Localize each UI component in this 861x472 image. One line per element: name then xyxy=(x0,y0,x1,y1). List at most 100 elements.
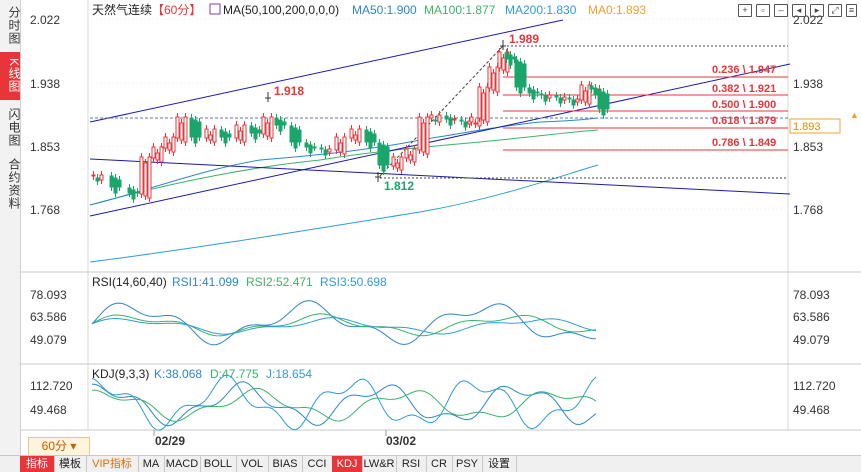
indicator-tab-bias[interactable]: BIAS xyxy=(268,456,303,472)
candle-body xyxy=(512,56,517,60)
last-price-box xyxy=(789,118,841,134)
kdj-d-line xyxy=(91,387,597,422)
candle-body xyxy=(459,119,464,122)
candle-body xyxy=(597,89,602,110)
candle-body xyxy=(189,117,194,138)
tab-kline[interactable]: K线图 xyxy=(0,52,21,100)
candle-body xyxy=(238,130,243,141)
candle-body xyxy=(364,129,369,143)
period-tag: 【60分】 xyxy=(152,3,201,17)
indicator-tab-ma[interactable]: MA xyxy=(138,456,165,472)
left-tick-2: 1.938 xyxy=(30,77,60,91)
kdj-k-value: K:38.068 xyxy=(154,367,202,381)
indicator-tab-boll[interactable]: BOLL xyxy=(200,456,237,472)
candle-body xyxy=(127,187,132,194)
period-selector[interactable]: 60分 ▾ xyxy=(28,437,90,456)
ma50-line xyxy=(89,117,599,206)
candle-body xyxy=(282,121,287,126)
candle-body xyxy=(531,89,536,100)
indicator-tab-bar: 指标 模板 VIP指标 MA MACD BOLL VOL BIAS CCI KDJ LW&R RSI C… xyxy=(0,455,861,472)
candle-body xyxy=(554,95,559,98)
indicator-tab--[interactable]: 指标 xyxy=(20,456,55,472)
candle-body xyxy=(535,91,540,94)
candle-body xyxy=(117,179,122,188)
candle-body xyxy=(491,72,496,91)
indicator-tab-macd[interactable]: MACD xyxy=(164,456,201,472)
candle-body xyxy=(558,97,563,104)
tab-contract-info[interactable]: 合约资料 xyxy=(7,158,21,210)
kline-chart[interactable]: 1.989 1.918 1.812 0.236 \ 1.947 0.382 \ … xyxy=(21,0,861,455)
candle-body xyxy=(327,148,332,153)
candle-body xyxy=(151,146,156,159)
candle-body xyxy=(527,87,532,94)
rsi-left-tick-3: 49.079 xyxy=(30,333,67,347)
ma-params: MA(50,100,200,0,0,0) xyxy=(223,3,339,17)
candle-body xyxy=(437,114,442,123)
move-right-icon[interactable]: ▸ xyxy=(810,4,824,17)
candle-body xyxy=(227,133,232,138)
zoom-in-icon[interactable]: ▫ xyxy=(756,4,770,17)
candle-body xyxy=(477,86,482,119)
ma0-value: MA0:1.893 xyxy=(588,3,646,17)
indicator-tab-cci[interactable]: CCI xyxy=(302,456,333,472)
candlesticks xyxy=(91,48,610,203)
left-tick-3: 1.853 xyxy=(30,140,60,154)
candle-body xyxy=(514,59,519,88)
candle-body xyxy=(95,177,100,182)
indicator-tab-psy[interactable]: PSY xyxy=(452,456,483,472)
candle-body xyxy=(589,85,594,90)
indicator-tab-lw-r[interactable]: LW&R xyxy=(362,456,397,472)
candle-body xyxy=(139,156,144,195)
candle-body xyxy=(417,116,422,151)
ma-settings-icon[interactable] xyxy=(209,3,221,15)
settings-icon[interactable]: ≡ xyxy=(846,4,857,17)
candle-body xyxy=(334,136,339,151)
x-label-0302: 03/02 xyxy=(386,434,416,448)
candle-body xyxy=(223,131,228,144)
candle-body xyxy=(562,96,567,101)
kdj-k-line xyxy=(91,381,597,427)
tab-flash-chart[interactable]: 闪电图 xyxy=(7,107,21,147)
candle-body xyxy=(448,117,453,126)
crosshair-icon[interactable]: + xyxy=(738,4,752,17)
right-tick-3: 1.853 xyxy=(793,140,823,154)
candle-body xyxy=(91,174,96,177)
ma200-line xyxy=(89,164,599,263)
move-left-icon[interactable]: ◂ xyxy=(792,4,806,17)
fullscreen-icon[interactable]: ⤢ xyxy=(828,4,842,17)
candle-body xyxy=(357,128,362,143)
candle-body xyxy=(522,63,527,88)
kdj-left-tick-1: 112.720 xyxy=(30,379,73,393)
fib-label-0786: 0.786 \ 1.849 xyxy=(712,137,776,149)
fib-lines xyxy=(503,76,788,151)
indicator-tab--[interactable]: 设置 xyxy=(482,456,517,472)
candle-body xyxy=(342,136,347,155)
candle-body xyxy=(261,116,266,135)
indicator-tab--[interactable]: 模板 xyxy=(54,456,87,472)
indicator-tab-cr[interactable]: CR xyxy=(426,456,453,472)
candle-body xyxy=(601,91,606,116)
candle-body xyxy=(473,122,478,125)
tab-time-sharing[interactable]: 分时图 xyxy=(7,5,21,45)
candle-body xyxy=(421,122,426,153)
left-tick-1: 2.022 xyxy=(30,13,60,27)
rsi3-line xyxy=(91,317,597,335)
candle-body xyxy=(289,125,294,143)
left-tick-4: 1.768 xyxy=(30,203,60,217)
zoom-out-icon[interactable]: – xyxy=(774,4,788,17)
indicator-tab-vol[interactable]: VOL xyxy=(236,456,269,472)
candle-body xyxy=(319,147,324,150)
candle-body xyxy=(385,146,390,166)
candle-body xyxy=(308,144,313,154)
indicator-tab-kdj[interactable]: KDJ xyxy=(332,456,363,472)
candle-body xyxy=(219,129,224,138)
candle-body xyxy=(425,116,430,155)
rsi1-value: RSI1:41.099 xyxy=(172,275,239,289)
candle-body xyxy=(163,136,168,149)
indicator-tab-vip-[interactable]: VIP指标 xyxy=(86,456,139,472)
price-arrow-icon[interactable]: ▲ xyxy=(850,110,859,120)
indicator-tab-rsi[interactable]: RSI xyxy=(396,456,427,472)
candle-body xyxy=(349,128,354,139)
candle-body xyxy=(495,66,500,93)
candle-body xyxy=(412,148,417,163)
